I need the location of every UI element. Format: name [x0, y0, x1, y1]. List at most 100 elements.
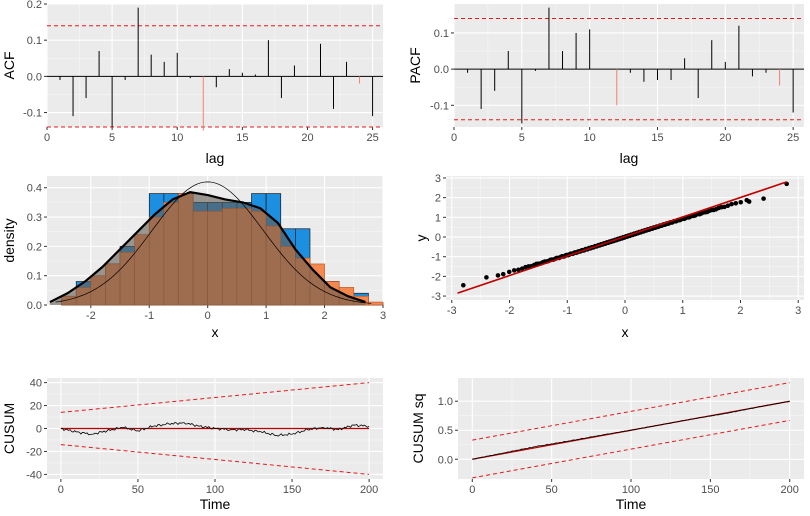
normal-curve	[55, 181, 372, 304]
cusum-tick-label-x: 150	[283, 484, 301, 496]
hist-tick-label-x: -1	[144, 310, 154, 322]
qq-point	[516, 267, 521, 273]
cusum-x-axis-title: Time	[200, 496, 231, 512]
pacf-tick-label-y: -0.1	[430, 100, 449, 112]
cusum-tick-label-y: 0	[36, 424, 42, 436]
qq-point	[506, 269, 512, 275]
hist-panel: -2 -1 0 1 2 3 0.0 0.1 0.2 0.3 0.4 x density	[1, 176, 386, 340]
qq-tick-label-y: 3	[435, 173, 441, 185]
pacf-panel: 0 5 10 15 20 25 -0.1 0.0 0.1 lag PACF	[407, 4, 804, 166]
qq-reference-line	[457, 181, 787, 294]
acf-tick-label-x: 5	[109, 132, 115, 144]
hist-tick-label-y: 0.1	[27, 271, 42, 283]
qq-y-axis-title: y	[413, 235, 429, 242]
acf-tick-label-y: 0.2	[27, 0, 42, 11]
acf-tick-label-y: 0.1	[27, 35, 42, 47]
qq-tick-label-y: 1	[435, 212, 441, 224]
cusumsq-y-axis-title: CUSUM sq	[410, 393, 426, 463]
qq-point	[738, 199, 744, 205]
cusumsq-series-line	[472, 400, 790, 460]
qq-point	[746, 199, 752, 204]
qq-tick-label-x: 0	[622, 305, 628, 317]
cusumsq-panel: 0 50 100 150 200 0.0 0.5 1.0 Time CUSUM sq	[410, 378, 804, 512]
hist-tick-label-y: 0.2	[27, 241, 42, 253]
qq-panel: -3 -2 -1 0 1 2 3 -3 -2 -1 0 1 2 3 x y	[413, 173, 804, 340]
cusumsq-x-axis-title: Time	[616, 496, 647, 512]
pacf-panel-background	[454, 4, 804, 127]
cusum-tick-label-x: 50	[132, 484, 144, 496]
pacf-tick-label-x: 15	[651, 132, 663, 144]
pacf-tick-label-x: 0	[451, 132, 457, 144]
cusum-tick-label-y: -40	[26, 469, 42, 481]
acf-tick-label-x: 0	[44, 132, 50, 144]
cusumsq-tick-label-x: 100	[622, 484, 640, 496]
cusumsq-critical-bound	[472, 419, 790, 479]
cusum-tick-label-y: 40	[30, 378, 42, 390]
hist-bar-orange	[368, 301, 384, 306]
cusum-panel: 0 50 100 150 200 -40 -20 0 20 40 Time CUSUM	[1, 378, 383, 512]
cusum-tick-label-x: 0	[58, 484, 64, 496]
qq-point	[725, 203, 731, 209]
cusum-series-line	[60, 422, 370, 437]
cusum-tick-label-y: 20	[30, 401, 42, 413]
kde-area	[49, 192, 366, 305]
qq-point	[729, 201, 734, 207]
cusumsq-tick-label-y: 0.0	[438, 454, 453, 466]
acf-y-axis-title: ACF	[1, 52, 17, 80]
pacf-tick-label-x: 5	[519, 132, 525, 144]
qq-tick-label-y: -1	[431, 252, 441, 264]
cusum-tick-label-x: 100	[206, 484, 224, 496]
hist-tick-label-y: 0.3	[27, 212, 42, 224]
acf-tick-label-x: 25	[366, 132, 378, 144]
qq-point	[495, 273, 501, 278]
pacf-tick-label-x: 20	[719, 132, 731, 144]
pacf-tick-label-y: 0.0	[434, 64, 449, 76]
qq-tick-label-y: 2	[435, 193, 441, 205]
hist-tick-label-x: 1	[263, 310, 269, 322]
acf-panel-background	[47, 4, 383, 127]
qq-x-axis-title: x	[622, 324, 629, 340]
qq-tick-label-y: -2	[431, 271, 441, 283]
qq-tick-label-x: 2	[737, 305, 743, 317]
acf-panel: 0 5 10 15 20 25 -0.1 0.0 0.1 0.2 lag ACF	[1, 0, 383, 166]
hist-tick-label-y: 0.4	[27, 183, 42, 195]
pacf-tick-label-x: 10	[584, 132, 596, 144]
cusum-critical-bound	[60, 382, 370, 413]
acf-tick-label-x: 15	[236, 132, 248, 144]
cusumsq-tick-label-x: 0	[469, 484, 475, 496]
qq-point	[484, 275, 489, 280]
pacf-y-axis-title: PACF	[407, 47, 423, 83]
qq-tick-label-x: -2	[505, 305, 515, 317]
cusum-y-axis-title: CUSUM	[1, 403, 17, 454]
acf-x-axis-title: lag	[206, 150, 225, 166]
acf-tick-label-x: 10	[171, 132, 183, 144]
qq-point	[511, 268, 517, 273]
cusum-tick-label-y: -20	[26, 446, 42, 458]
pacf-tick-label-x: 25	[787, 132, 799, 144]
cusumsq-critical-bound	[472, 382, 790, 441]
qq-tick-label-x: 3	[795, 305, 801, 317]
acf-tick-label-y: -0.1	[23, 108, 42, 120]
cusum-tick-label-x: 200	[360, 484, 378, 496]
hist-tick-label-x: -2	[86, 310, 96, 322]
hist-tick-label-y: 0.0	[27, 300, 42, 312]
cusum-critical-bound	[60, 444, 370, 475]
hist-tick-label-x: 0	[205, 310, 211, 322]
cusumsq-tick-label-x: 200	[781, 484, 799, 496]
pacf-x-axis-title: lag	[620, 150, 639, 166]
pacf-tick-label-y: 0.1	[434, 28, 449, 40]
cusumsq-tick-label-x: 50	[546, 484, 558, 496]
qq-tick-label-y: 0	[435, 232, 441, 244]
cusumsq-tick-label-x: 150	[701, 484, 719, 496]
qq-tick-label-x: -3	[447, 305, 457, 317]
qq-point	[761, 196, 766, 201]
cusumsq-tick-label-y: 0.5	[438, 425, 453, 437]
hist-tick-label-x: 2	[322, 310, 328, 322]
qq-tick-label-y: -3	[431, 291, 441, 303]
hist-x-axis-title: x	[212, 324, 219, 340]
qq-point	[500, 271, 506, 277]
cusumsq-tick-label-y: 1.0	[438, 396, 453, 408]
hist-y-axis-title: density	[1, 218, 17, 262]
qq-point	[461, 282, 466, 288]
